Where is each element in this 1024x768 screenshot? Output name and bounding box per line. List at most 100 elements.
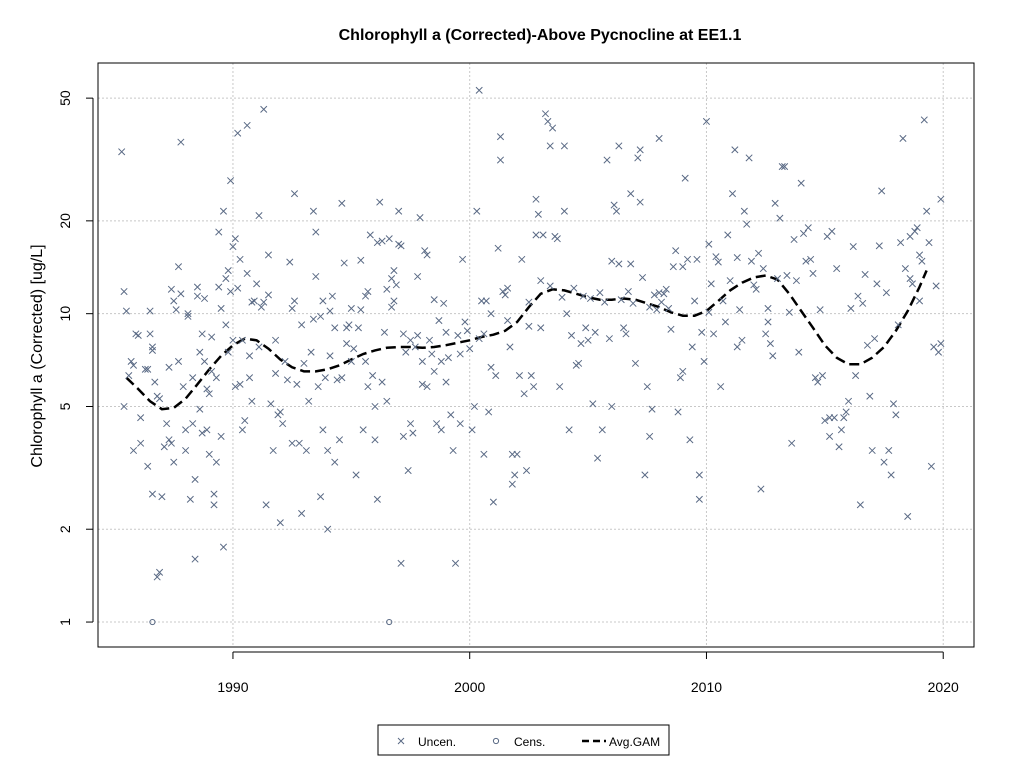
data-point-uncensored — [596, 289, 604, 297]
data-point-uncensored — [679, 263, 687, 271]
data-point-uncensored — [660, 290, 668, 298]
data-point-uncensored — [316, 312, 325, 320]
data-point-uncensored — [248, 397, 256, 405]
data-point-uncensored — [224, 266, 232, 275]
data-point-uncensored — [818, 372, 827, 380]
data-point-censored — [386, 618, 393, 626]
data-point-uncensored — [575, 359, 583, 367]
data-point-uncensored — [584, 336, 592, 344]
data-point-uncensored — [778, 162, 786, 171]
data-point-uncensored — [312, 272, 320, 281]
data-point-uncensored — [260, 298, 268, 306]
data-point-uncensored — [785, 308, 793, 316]
data-point-uncensored — [340, 259, 348, 267]
data-point-uncensored — [752, 285, 760, 293]
data-point-uncensored — [648, 405, 656, 413]
data-point-uncensored — [456, 420, 464, 428]
data-point-uncensored — [769, 352, 777, 360]
data-point-uncensored — [442, 328, 450, 336]
data-point-uncensored — [764, 318, 772, 326]
data-point-uncensored — [245, 352, 254, 360]
data-point-uncensored — [227, 177, 235, 185]
data-point-uncensored — [423, 251, 431, 259]
data-point-uncensored — [146, 307, 154, 315]
chart-title: Chlorophyll a (Corrected)-Above Pycnocli… — [339, 27, 742, 44]
data-point-uncensored — [347, 357, 355, 365]
data-point-uncensored — [333, 376, 341, 384]
data-point-uncensored — [546, 282, 554, 290]
data-point-uncensored — [728, 190, 737, 198]
data-point-uncensored — [326, 307, 334, 315]
data-point-uncensored — [243, 121, 251, 129]
data-point-uncensored — [186, 495, 194, 503]
data-point-uncensored — [762, 330, 770, 338]
data-point-uncensored — [208, 367, 216, 375]
data-point-uncensored — [549, 124, 557, 132]
data-point-uncensored — [416, 213, 424, 222]
data-point-uncensored — [826, 432, 834, 440]
data-point-uncensored — [324, 525, 332, 533]
data-point-uncensored — [620, 324, 628, 332]
data-point-uncensored — [688, 343, 696, 351]
data-point-uncensored — [591, 328, 599, 336]
data-point-uncensored — [248, 298, 256, 306]
data-point-uncensored — [790, 235, 798, 244]
legend-box — [377, 724, 670, 756]
data-point-uncensored — [646, 303, 654, 311]
data-point-uncensored — [229, 243, 237, 251]
data-point-uncensored — [842, 408, 850, 416]
data-point-uncensored — [714, 258, 722, 266]
data-point-uncensored — [177, 290, 185, 298]
data-point-uncensored — [144, 365, 152, 373]
data-point-uncensored — [120, 402, 128, 411]
data-point-uncensored — [125, 372, 133, 380]
data-point-uncensored — [295, 439, 303, 447]
data-point-uncensored — [781, 162, 789, 171]
data-point-uncensored — [198, 429, 206, 437]
data-point-uncensored — [276, 408, 284, 416]
x-tick-label: 2000 — [454, 679, 485, 695]
data-point-uncensored — [182, 426, 190, 434]
data-point-uncensored — [148, 346, 157, 354]
data-point-uncensored — [892, 411, 900, 419]
data-point-uncensored — [276, 519, 284, 527]
data-point-uncensored — [383, 397, 391, 405]
data-point-uncensored — [350, 345, 358, 353]
data-point-uncensored — [118, 148, 126, 156]
data-point-uncensored — [627, 190, 635, 198]
data-point-uncensored — [750, 281, 758, 289]
data-point-uncensored — [702, 117, 711, 126]
data-point-uncensored — [743, 220, 751, 228]
data-point-uncensored — [721, 318, 729, 326]
data-point-uncensored — [397, 242, 405, 250]
data-point-uncensored — [418, 380, 426, 388]
data-point-uncensored — [129, 446, 138, 455]
data-point-uncensored — [927, 462, 935, 470]
data-point-uncensored — [229, 336, 237, 344]
data-point-uncensored — [544, 117, 552, 126]
data-point-uncensored — [911, 227, 919, 235]
data-point-uncensored — [771, 199, 779, 207]
data-point-uncensored — [473, 207, 481, 215]
data-point-uncensored — [319, 426, 327, 434]
data-point-uncensored — [160, 443, 168, 451]
data-point-uncensored — [250, 297, 258, 305]
data-point-uncensored — [594, 454, 602, 462]
data-point-uncensored — [364, 287, 372, 296]
data-point-uncensored — [442, 378, 450, 386]
data-point-uncensored — [395, 207, 403, 215]
data-point-uncensored — [454, 331, 462, 339]
data-point-uncensored — [236, 255, 244, 263]
data-point-uncensored — [307, 348, 315, 356]
data-point-uncensored — [298, 321, 306, 329]
data-point-uncensored — [636, 198, 644, 206]
data-point-uncensored — [414, 331, 422, 339]
data-point-uncensored — [430, 367, 438, 375]
data-point-uncensored — [894, 321, 902, 329]
data-point-uncensored — [747, 257, 756, 265]
data-point-uncensored — [257, 303, 265, 311]
data-point-uncensored — [814, 378, 822, 386]
data-point-uncensored — [461, 318, 469, 326]
data-point-uncensored — [560, 142, 568, 150]
data-point-uncensored — [705, 240, 713, 248]
